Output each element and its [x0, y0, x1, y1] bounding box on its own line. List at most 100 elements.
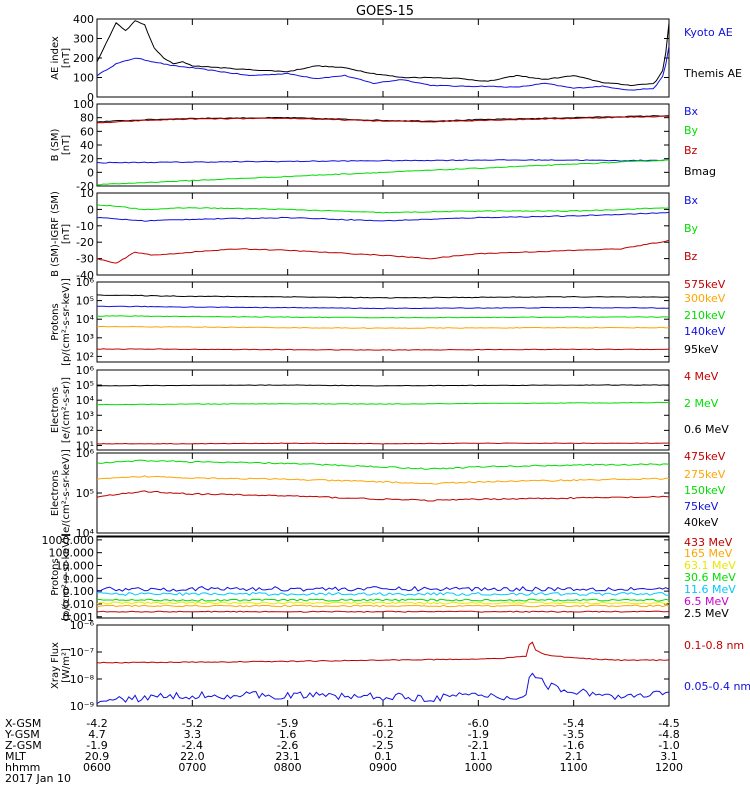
y-tick-label-protons1: 10²: [76, 350, 94, 363]
series-line-bsm-By: [97, 159, 670, 186]
x-tick-label: -1.0: [658, 739, 679, 752]
y-tick-label-electrons1: 10¹: [76, 439, 94, 452]
date-label: 2017 Jan 10: [5, 772, 71, 785]
legend-entry-electrons2-150keV: 150keV: [684, 484, 726, 497]
series-line-bmigrf-Bz: [96, 239, 670, 264]
y-axis-label-protons2: Protons: [50, 558, 61, 595]
series-line-protons1-95keV: [96, 294, 670, 299]
y-tick-label-xray: 10⁻⁹: [70, 700, 94, 713]
x-tick-label: -1.9: [86, 739, 107, 752]
series-line-electrons1-2-MeV: [96, 401, 670, 406]
y-axis-label-bsm: B (SM): [50, 128, 61, 161]
y-tick-label-bsm: 40: [80, 139, 94, 152]
y-axis-label-electrons2: [e/(cm²-s-sr-keV)]: [61, 449, 72, 537]
legend-entry-ae-Kyoto-AE: Kyoto AE: [684, 26, 733, 39]
legend-entry-bsm-Bx: Bx: [684, 105, 699, 118]
series-line-ae-Kyoto-AE: [96, 45, 670, 91]
legend-entry-bmigrf-Bx: Bx: [684, 194, 699, 207]
series-line-bmigrf-By: [96, 204, 670, 214]
y-tick-label-electrons2: 10⁵: [76, 487, 94, 500]
y-tick-label-bmigrf: -10: [76, 220, 94, 233]
ephemeris-row-label: hhmm: [5, 761, 40, 774]
legend-entry-bsm-Bz: Bz: [684, 144, 698, 157]
y-tick-label-bmigrf: -30: [76, 253, 94, 266]
legend-entry-bmigrf-Bz: Bz: [684, 250, 698, 263]
y-axis-label-protons1: [p/(cm²-s-sr-keV)]: [61, 278, 72, 366]
y-tick-label-ae: 200: [73, 52, 94, 65]
y-axis-label-protons1: Protons: [50, 303, 61, 340]
legend-entry-xray-0-05-0-4-nm: 0.05-0.4 nm: [684, 680, 750, 693]
x-tick-label: 3.1: [660, 750, 678, 763]
x-tick-label: 3.3: [184, 728, 202, 741]
legend-entry-xray-0-1-0-8-nm: 0.1-0.8 nm: [684, 639, 744, 652]
y-tick-label-protons2: 0.100: [63, 585, 95, 598]
y-tick-label-protons2: 0.001: [63, 611, 95, 624]
y-tick-label-electrons1: 10⁵: [76, 379, 94, 392]
x-tick-label: 1200: [655, 761, 683, 774]
y-axis-label-electrons1: [e/(cm²-s-sr)]: [61, 377, 72, 443]
y-tick-label-bmigrf: 10: [80, 187, 94, 200]
x-tick-label: -4.2: [86, 717, 107, 730]
legend-entry-electrons2-75keV: 75keV: [684, 500, 719, 513]
x-tick-label: -3.5: [563, 728, 584, 741]
series-line-protons2-30-6-MeV: [96, 598, 670, 602]
x-tick-label: 0.1: [374, 750, 392, 763]
y-tick-label-protons2: 0.010: [63, 598, 95, 611]
x-tick-label: -2.1: [468, 739, 489, 752]
x-tick-label: -5.9: [277, 717, 298, 730]
y-tick-label-ae: 100: [73, 72, 94, 85]
x-tick-label: -1.9: [468, 728, 489, 741]
x-tick-label: -6.0: [468, 717, 489, 730]
y-axis-label-bsm: [nT]: [61, 135, 72, 155]
x-tick-label: -6.1: [372, 717, 393, 730]
series-line-protons2-433-MeV: [96, 610, 670, 613]
x-tick-label: -5.4: [563, 717, 584, 730]
y-tick-label-ae: 400: [73, 13, 94, 26]
x-tick-label: 20.9: [85, 750, 110, 763]
legend-entry-bsm-By: By: [684, 124, 699, 137]
y-tick-label-bsm: 20: [80, 153, 94, 166]
y-axis-label-bmigrf: [nT]: [61, 224, 72, 244]
series-line-protons1-140keV: [96, 305, 669, 310]
x-tick-label: -2.6: [277, 739, 298, 752]
y-tick-label-xray: 10⁻⁷: [70, 646, 94, 659]
series-line-bsm-Bz: [96, 115, 670, 124]
y-tick-label-bsm: -20: [76, 180, 94, 193]
legend-entry-protons2-63-1-MeV: 63.1 MeV: [684, 559, 736, 572]
y-axis-label-bmigrf: B (SM)-IGRF (SM): [50, 191, 61, 277]
series-line-electrons2-150keV: [96, 459, 670, 470]
x-tick-label: -5.2: [182, 717, 203, 730]
legend-entry-protons1-140keV: 140keV: [684, 325, 726, 338]
series-line-protons2-11-6-MeV: [96, 591, 670, 597]
y-tick-label-protons2: 1000.000: [42, 534, 95, 547]
legend-entry-protons2-433-MeV: 433 MeV: [684, 536, 733, 549]
legend-entry-electrons2-475keV: 475keV: [684, 450, 726, 463]
legend-entry-electrons1-0-6-MeV: 0.6 MeV: [684, 423, 729, 436]
y-tick-label-xray: 10⁻⁶: [70, 619, 95, 632]
series-line-protons1-210keV: [96, 315, 670, 319]
legend-entry-electrons2-275keV: 275keV: [684, 468, 726, 481]
y-tick-label-bsm: 0: [87, 166, 94, 179]
x-tick-label: -4.5: [658, 717, 679, 730]
y-axis-label-xray: [W/m²]: [61, 648, 72, 683]
x-tick-label: -2.5: [372, 739, 393, 752]
y-tick-label-protons1: 10⁴: [76, 313, 95, 326]
panel-frame-bmigrf: [96, 192, 670, 276]
y-tick-label-protons1: 10³: [76, 332, 94, 345]
ephemeris-row-label: X-GSM: [5, 717, 41, 730]
y-tick-label-electrons1: 10³: [76, 409, 94, 422]
legend-entry-electrons1-4-MeV: 4 MeV: [684, 370, 719, 383]
legend-entry-protons2-165-MeV: 165 MeV: [684, 547, 733, 560]
x-tick-label: -2.4: [182, 739, 203, 752]
legend-entry-protons1-210keV: 210keV: [684, 309, 726, 322]
series-line-electrons2-475keV: [96, 490, 670, 502]
y-tick-label-ae: 300: [73, 33, 94, 46]
x-tick-label: 22.0: [180, 750, 205, 763]
series-line-protons2-165-MeV: [96, 604, 670, 608]
legend-entry-bmigrf-By: By: [684, 222, 699, 235]
y-tick-label-electrons2: 10⁴: [76, 527, 95, 540]
ephemeris-row-label: Z-GSM: [5, 739, 42, 752]
y-axis-label-electrons1: Electrons: [50, 387, 61, 433]
series-line-electrons1-4-MeV: [96, 442, 670, 445]
